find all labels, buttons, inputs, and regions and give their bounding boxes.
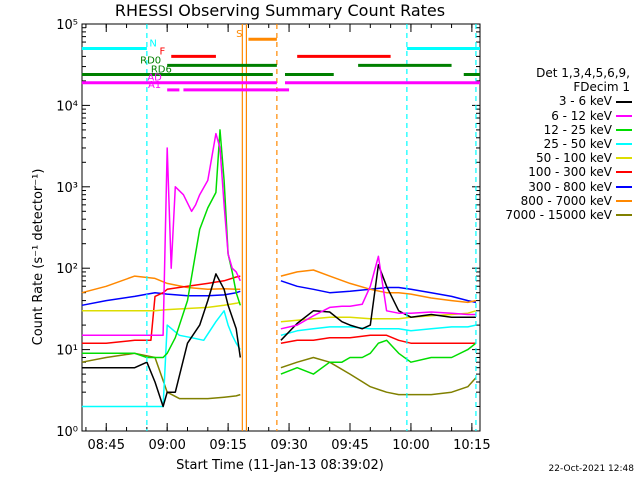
legend-swatch (616, 185, 632, 188)
legend-label: 100 - 300 keV (528, 165, 612, 180)
legend-item: 12 - 25 keV (484, 123, 632, 137)
series-line-300to800keV (81, 280, 477, 307)
legend-item: 7000 - 15000 keV (484, 208, 632, 222)
legend-item: 25 - 50 keV (484, 137, 632, 151)
flag-label-f: F (159, 46, 165, 57)
x-tick-label: 10:00 (392, 438, 429, 453)
legend-label: 800 - 7000 keV (520, 193, 612, 208)
legend-label: 6 - 12 keV (551, 108, 612, 123)
y-tick-label: 10⁰ (56, 425, 78, 440)
plot-area: 10⁰ 10¹ 10² 10³ 10⁴ 10⁵ 08:45 09:00 09:15 09:30 09… (56, 18, 490, 453)
series-line-50to100keV (81, 301, 477, 323)
flag-label-rd0: RD0 (140, 55, 161, 66)
legend-swatch (616, 199, 632, 202)
y-tick-label: 10⁵ (56, 18, 78, 33)
generation-timestamp: 22-Oct-2021 12:48 (548, 464, 634, 474)
series-line-100to300keV (81, 275, 476, 344)
legend-swatch (616, 171, 632, 174)
series-line-6to12keV (81, 132, 476, 337)
legend-item: 50 - 100 keV (484, 151, 632, 165)
y-axis-label: Count Rate (s⁻¹ detector⁻¹) (31, 169, 46, 346)
series-line-12to25keV (81, 129, 477, 375)
x-tick-label: 09:45 (331, 438, 368, 453)
legend-item: 800 - 7000 keV (484, 194, 632, 208)
chart-legend: Det 1,3,4,5,6,9, FDecim 1 3 - 6 keV 6 - 1… (484, 66, 632, 222)
y-tick-label: 10³ (56, 181, 78, 196)
series-line-800to7000keV (81, 269, 477, 304)
x-tick-label: 08:45 (88, 438, 125, 453)
plot-frame (81, 23, 481, 432)
legend-swatch (616, 114, 632, 117)
x-tick-label: 09:30 (270, 438, 307, 453)
legend-label: 25 - 50 keV (543, 136, 612, 151)
legend-item: 3 - 6 keV (484, 94, 632, 108)
legend-item: 100 - 300 keV (484, 165, 632, 179)
y-tick-label: 10² (56, 262, 78, 277)
legend-swatch (616, 214, 632, 216)
legend-label: 50 - 100 keV (535, 151, 612, 166)
legend-swatch (616, 128, 632, 131)
flag-label-ad: AD (147, 73, 162, 84)
chart-title: RHESSI Observing Summary Count Rates (115, 1, 445, 20)
legend-label: 3 - 6 keV (558, 94, 612, 109)
legend-swatch (616, 100, 632, 103)
legend-swatch (616, 143, 632, 146)
y-tick-label: 10¹ (56, 344, 78, 359)
flag-label-n: N (149, 39, 156, 50)
x-axis-label: Start Time (11-Jan-13 08:39:02) (176, 458, 384, 473)
legend-label: 7000 - 15000 keV (505, 207, 612, 222)
flag-label-s: S (236, 29, 242, 40)
legend-header-line-1: Det 1,3,4,5,6,9, (536, 66, 630, 80)
legend-swatch (616, 157, 632, 160)
legend-label: 300 - 800 keV (528, 179, 612, 194)
x-tick-label: 10:15 (453, 438, 490, 453)
legend-header-line-2: FDecim 1 (573, 80, 630, 95)
legend-item: 6 - 12 keV (484, 109, 632, 123)
legend-item: 300 - 800 keV (484, 180, 632, 194)
flag-label-rd6: RD6 (151, 64, 172, 75)
x-tick-label: 09:15 (209, 438, 246, 453)
series-line-25to50keV (81, 310, 477, 408)
y-tick-label: 10⁴ (56, 99, 78, 114)
x-tick-label: 09:00 (148, 438, 185, 453)
legend-label: 12 - 25 keV (543, 122, 612, 137)
flag-label-a1: A1 (148, 80, 161, 91)
series-line-7000to15000keV (81, 352, 477, 400)
